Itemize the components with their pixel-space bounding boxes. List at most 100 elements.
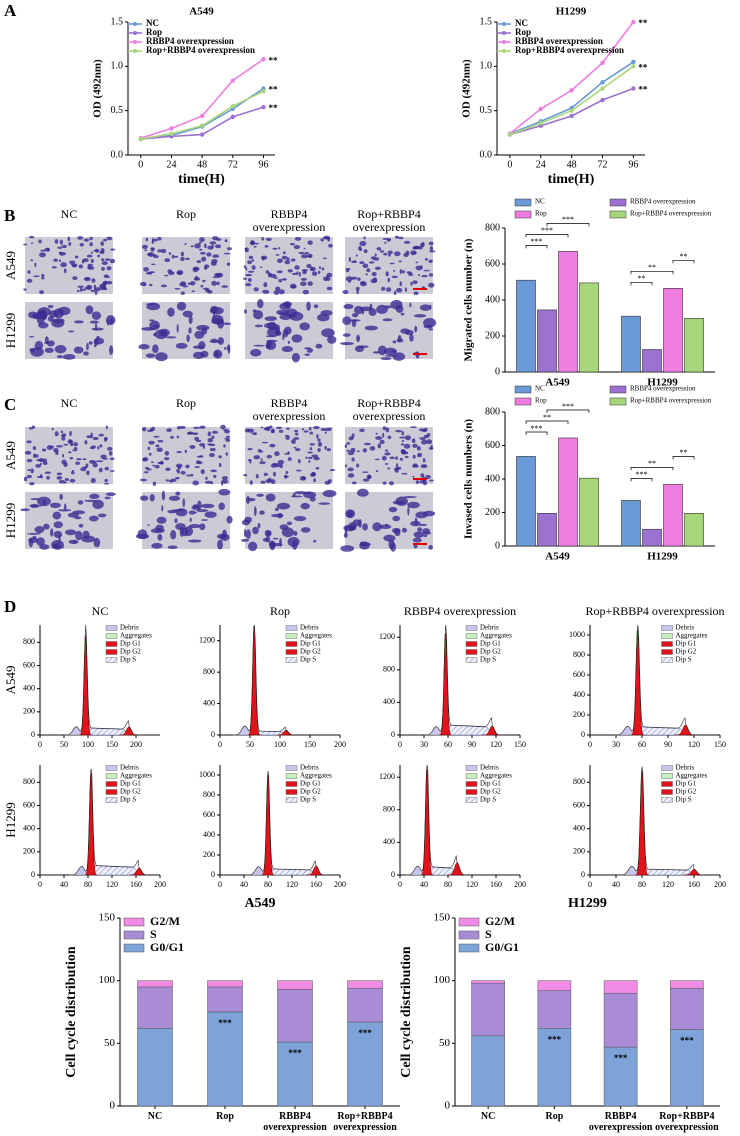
cell [285,471,289,475]
cell [269,542,283,547]
cell [317,447,321,453]
cell [377,345,387,356]
cell [58,509,72,512]
cell [33,275,40,278]
cell [327,236,331,242]
cell [383,534,396,542]
cell [394,235,399,239]
significance-bracket [525,234,569,238]
cell [429,479,434,482]
legend-label: Rop [535,397,547,405]
cell [26,474,33,479]
cell [70,471,75,475]
cell [276,270,283,274]
micrograph-background [245,237,333,294]
cell [77,500,84,505]
y-tick-label: 1.0 [480,61,493,72]
legend-label: Dip S [120,656,136,664]
cell [401,430,405,436]
cell [109,345,114,355]
cell [104,478,108,483]
cell [329,469,336,472]
cell [363,442,371,446]
cell [409,333,414,342]
cell [313,539,317,543]
point [600,86,605,91]
cell [249,480,253,485]
cell [148,452,152,456]
cell [324,447,327,450]
cell [406,271,411,274]
bar-segment [137,986,173,1029]
cell [199,425,206,429]
cell [387,250,393,255]
cell [272,537,279,540]
cell [34,526,45,534]
cell [73,446,78,452]
x-tick-label: 120 [688,740,700,749]
cell [359,261,365,265]
y-tick-label: 200 [485,330,500,341]
cell [409,302,412,308]
s-phase [85,727,130,736]
cell [399,436,406,439]
cell [138,344,150,350]
cell [39,290,44,295]
x-tick-label: 150 [106,740,118,749]
histogram-envelope [220,624,340,736]
cell [176,435,180,439]
cell [266,340,272,349]
cell [93,249,100,252]
cell [382,238,388,240]
cell [348,436,354,441]
significance: *** [358,1028,372,1038]
x-tick-label: RBBP4 overexpression [263,1111,327,1133]
cell [24,450,32,455]
cell [420,473,425,478]
cell [410,281,413,286]
cell [388,253,391,257]
bar [579,282,599,373]
y-tick-label: 0 [391,730,395,739]
x-tick-label: 120 [662,880,674,889]
legend-swatch [285,797,298,803]
significance: *** [288,1048,302,1058]
cell [177,466,182,470]
cell [299,322,310,331]
cell [403,240,411,244]
cell [422,531,432,535]
y-tick-label: 1.5 [480,16,493,27]
cell [163,457,170,461]
cell [221,481,224,486]
cell [78,523,84,528]
point [631,19,636,25]
cell [392,527,401,534]
column-header: NC [60,207,78,221]
cell [403,252,409,257]
x-tick-label: 40 [60,880,68,889]
cell [395,456,398,460]
histogram-envelope [40,768,160,876]
cell [63,503,67,511]
significance: ** [648,459,656,468]
cell [26,440,32,444]
y-tick-label: 0 [391,870,395,879]
cell [89,236,93,241]
significance: *** [541,226,553,235]
cell [300,502,310,510]
cell [186,474,192,477]
legend-label: RBBP4 overexpression [630,198,696,206]
cell [293,530,298,536]
legend-swatch [105,657,118,663]
legend-marker [133,40,137,44]
cell [404,287,407,292]
cell [139,478,147,482]
y-tick-label: 1200 [379,772,395,781]
cell [278,429,284,433]
cell [313,304,319,309]
x-tick-label: 200 [130,740,142,749]
x-tick-label: 80 [84,880,92,889]
cell [100,241,104,247]
legend-swatch [661,797,673,803]
row-label: A549 [3,441,18,470]
